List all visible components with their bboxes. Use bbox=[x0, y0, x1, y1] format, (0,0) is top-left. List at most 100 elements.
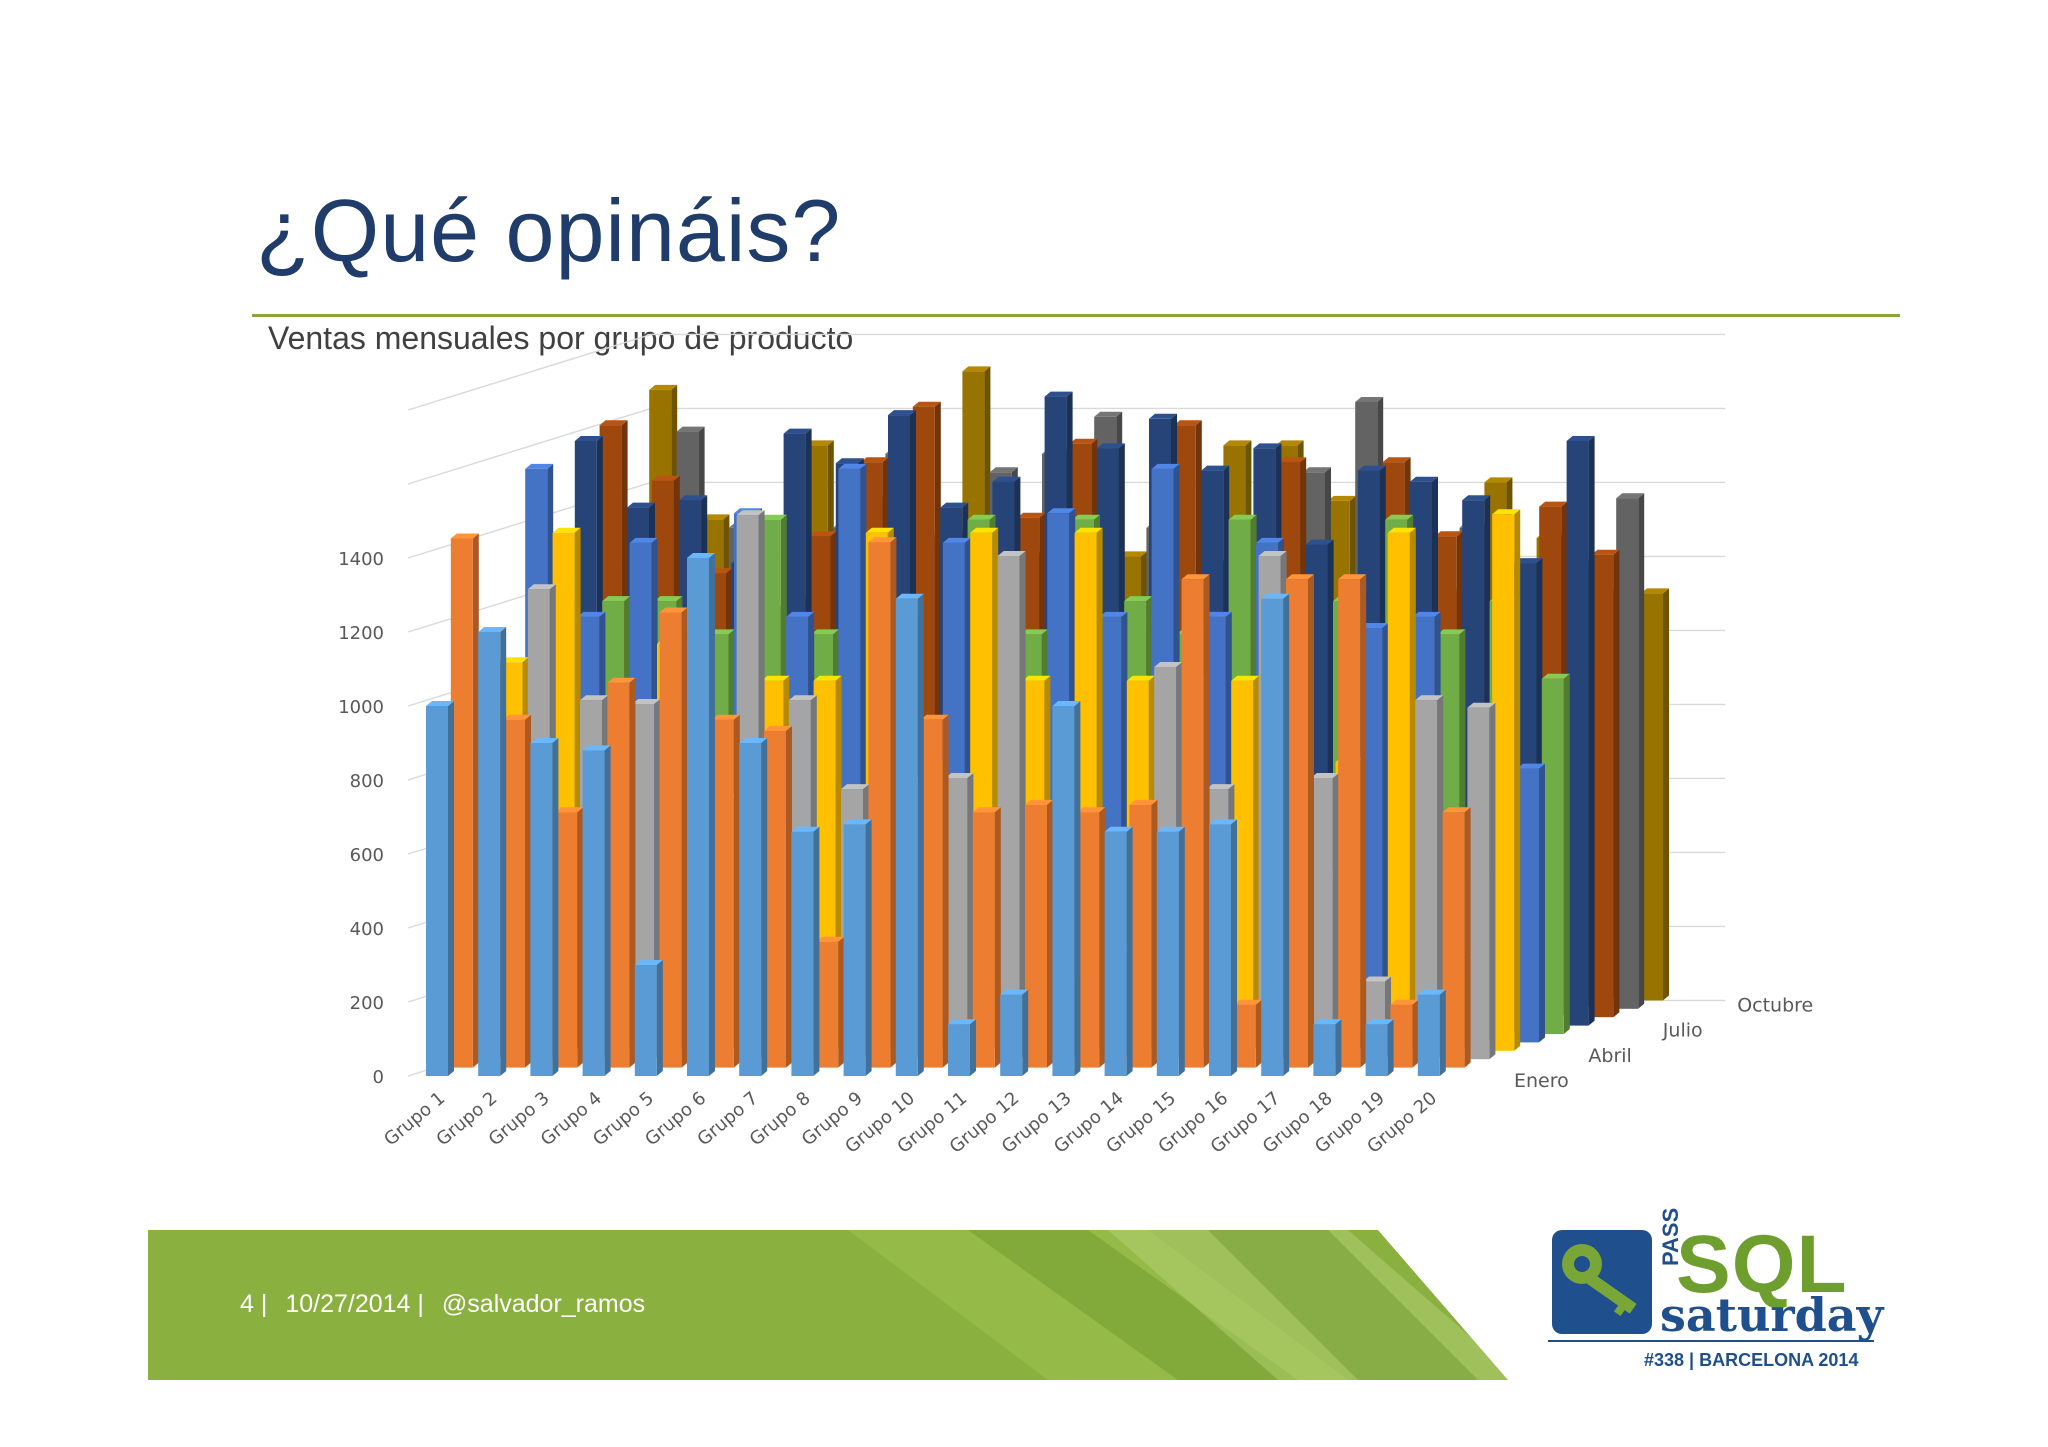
bar-front bbox=[1492, 514, 1515, 1051]
bar-side bbox=[1464, 807, 1471, 1068]
bar-top bbox=[1228, 514, 1257, 520]
bar-top bbox=[1462, 495, 1491, 501]
bar-top bbox=[574, 436, 603, 441]
bar-top bbox=[552, 527, 581, 533]
bar-side bbox=[1074, 701, 1081, 1076]
bar-top bbox=[1305, 539, 1334, 545]
bar-side bbox=[970, 1019, 976, 1076]
bar-front bbox=[426, 706, 448, 1076]
bar-top bbox=[1327, 495, 1356, 501]
bar-top bbox=[860, 457, 889, 463]
bar-top bbox=[962, 366, 991, 372]
bar-side bbox=[1409, 527, 1416, 1051]
bar bbox=[687, 553, 715, 1076]
bar bbox=[582, 745, 611, 1076]
bar-top bbox=[676, 426, 705, 432]
logo-saturday: saturday bbox=[1660, 1288, 1884, 1342]
bar-top bbox=[816, 936, 845, 942]
bar bbox=[920, 714, 949, 1068]
bar bbox=[1415, 695, 1444, 1060]
bar-front bbox=[1566, 441, 1589, 1026]
bar-top bbox=[1025, 799, 1053, 805]
bar-top bbox=[739, 738, 768, 743]
bar-front bbox=[997, 556, 1020, 1060]
bar-top bbox=[788, 695, 817, 701]
bar-side bbox=[1539, 763, 1545, 1043]
bar-side bbox=[681, 607, 688, 1068]
bar bbox=[530, 738, 559, 1076]
bar-top bbox=[1000, 989, 1029, 995]
bar-top bbox=[1203, 611, 1232, 617]
bar-top bbox=[888, 410, 916, 416]
bar-top bbox=[679, 495, 708, 501]
bar-top bbox=[783, 428, 812, 434]
bar-top bbox=[1382, 457, 1411, 463]
bar-top bbox=[948, 1019, 976, 1025]
bar-top bbox=[786, 611, 815, 617]
bar-top bbox=[1151, 463, 1180, 469]
bar-top bbox=[758, 514, 787, 520]
bar-front bbox=[1261, 598, 1284, 1076]
bar-top bbox=[895, 593, 924, 599]
bar-front bbox=[1286, 579, 1308, 1068]
bar-side bbox=[761, 738, 768, 1076]
bar bbox=[816, 936, 845, 1068]
bar-front bbox=[1415, 700, 1438, 1060]
bar-top bbox=[530, 738, 559, 743]
y-tick-label: 1200 bbox=[338, 623, 384, 644]
bar-top bbox=[1104, 826, 1133, 832]
bar-top bbox=[992, 476, 1021, 482]
bar-front bbox=[1077, 812, 1100, 1068]
bar-front bbox=[530, 743, 553, 1076]
bar-side bbox=[1514, 509, 1521, 1051]
bar-top bbox=[1154, 662, 1183, 667]
bar-front bbox=[711, 719, 734, 1068]
bar-top bbox=[1286, 574, 1314, 580]
bar-top bbox=[791, 826, 820, 832]
bar-top bbox=[1047, 508, 1076, 514]
bar-top bbox=[1303, 467, 1331, 473]
bar-top bbox=[1641, 588, 1669, 594]
slide-title: ¿Qué opináis? bbox=[256, 181, 842, 280]
bar-top bbox=[1096, 443, 1125, 449]
bar-front bbox=[843, 824, 866, 1076]
depth-label: Enero bbox=[1514, 1070, 1569, 1092]
bar-top bbox=[1209, 819, 1237, 825]
bar-side bbox=[1563, 673, 1570, 1034]
bar-top bbox=[920, 714, 949, 720]
y-tick-label: 1000 bbox=[338, 697, 384, 718]
bar-top bbox=[940, 502, 969, 508]
bar-top bbox=[1173, 420, 1202, 426]
bar-side bbox=[1126, 826, 1133, 1076]
bar-top bbox=[1410, 476, 1438, 482]
bar-front bbox=[1181, 579, 1204, 1068]
bar bbox=[555, 807, 584, 1068]
bar-top bbox=[1360, 623, 1389, 628]
bar-side bbox=[709, 553, 715, 1076]
bar-front bbox=[972, 812, 995, 1068]
bar-top bbox=[629, 537, 658, 543]
footer-band bbox=[148, 1230, 1520, 1380]
y-tick-label: 400 bbox=[350, 919, 384, 940]
bar-front bbox=[895, 598, 918, 1076]
bar bbox=[739, 738, 768, 1076]
bar bbox=[948, 1019, 976, 1076]
bar-top bbox=[1149, 413, 1177, 419]
bar-front bbox=[1310, 778, 1333, 1060]
bar bbox=[945, 773, 974, 1060]
bar bbox=[895, 593, 924, 1076]
bar-top bbox=[1591, 549, 1620, 555]
bar-front bbox=[1365, 1024, 1388, 1076]
bar-top bbox=[761, 675, 790, 681]
bar-front bbox=[1541, 678, 1564, 1034]
gridline-side bbox=[407, 333, 652, 411]
bar-top bbox=[634, 960, 663, 965]
bar-side bbox=[552, 738, 559, 1076]
bar-top bbox=[500, 657, 529, 663]
bar-top bbox=[654, 596, 683, 602]
bar bbox=[1052, 701, 1081, 1076]
bar-top bbox=[970, 527, 999, 533]
bar-top bbox=[711, 714, 740, 720]
bar-top bbox=[1539, 501, 1568, 507]
